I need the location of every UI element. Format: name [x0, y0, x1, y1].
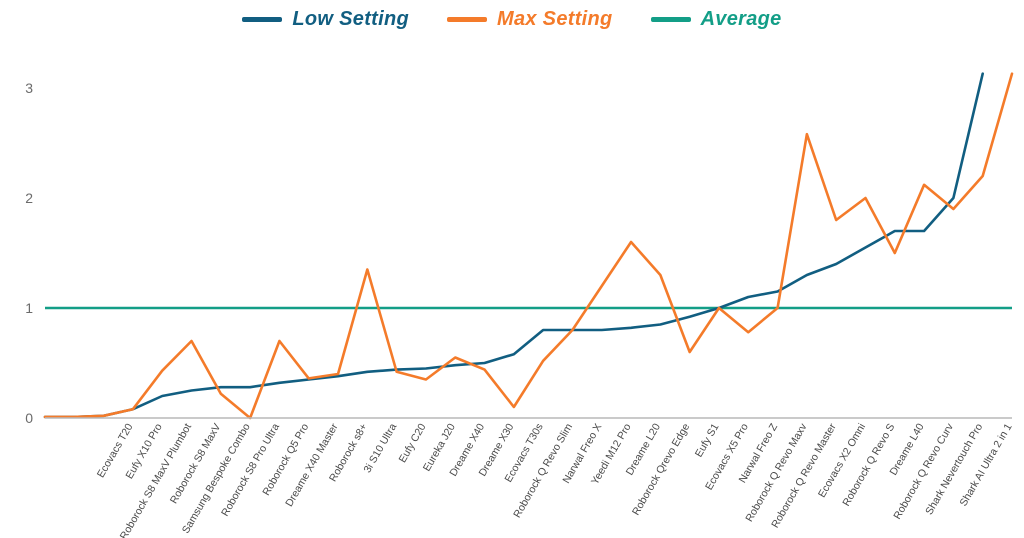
y-tick-label: 0 — [25, 410, 33, 426]
x-tick-label: Roborock Q Revo S — [840, 422, 897, 509]
x-tick-label: Eufy C20 — [397, 421, 429, 465]
legend-item-average: Average — [651, 8, 782, 31]
legend-item-low: Low Setting — [242, 8, 409, 31]
x-tick-label: Dreame X40 Master — [283, 421, 341, 509]
legend-label-max: Max Setting — [497, 8, 613, 31]
legend-swatch-average — [651, 17, 691, 22]
legend-swatch-low — [242, 17, 282, 22]
ytick-group: 0 1 2 3 — [25, 80, 33, 426]
x-tick-label: Shark AI Ultra 2 in 1 — [958, 421, 1015, 508]
legend-item-max: Max Setting — [447, 8, 613, 31]
legend: Low Setting Max Setting Average — [0, 8, 1024, 31]
legend-label-average: Average — [701, 8, 782, 31]
y-tick-label: 1 — [25, 300, 33, 316]
xtick-group: Ecovacs T20Eufy X10 ProRoborock S8 MaxV … — [95, 421, 1015, 538]
y-tick-label: 3 — [25, 80, 33, 96]
y-tick-label: 2 — [25, 190, 33, 206]
chart-plot: 0 1 2 3 Ecovacs T20Eufy X10 ProRoborock S8 … — [0, 48, 1024, 538]
x-tick-label: Eufy S1 — [693, 421, 722, 459]
x-tick-label: Roborock Qrevo Edge — [630, 421, 692, 517]
legend-label-low: Low Setting — [292, 8, 409, 31]
series-line-low-setting — [45, 74, 983, 417]
chart-container: Low Setting Max Setting Average 0 1 2 3 Eco… — [0, 0, 1024, 538]
series-group — [45, 74, 1012, 418]
legend-swatch-max — [447, 17, 487, 22]
